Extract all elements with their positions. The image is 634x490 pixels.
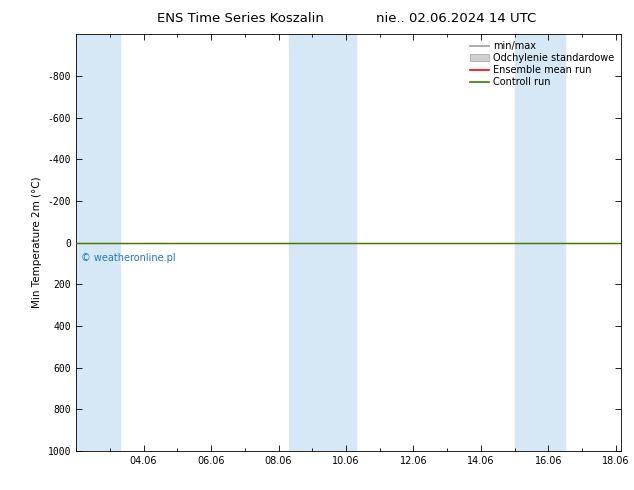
Y-axis label: Min Temperature 2m (°C): Min Temperature 2m (°C) (32, 177, 42, 308)
Bar (288, 34, 356, 451)
Text: © weatheronline.pl: © weatheronline.pl (81, 253, 176, 263)
Text: nie.. 02.06.2024 14 UTC: nie.. 02.06.2024 14 UTC (377, 12, 536, 25)
Bar (515, 34, 566, 451)
Text: ENS Time Series Koszalin: ENS Time Series Koszalin (157, 12, 325, 25)
Bar (76, 34, 120, 451)
Legend: min/max, Odchylenie standardowe, Ensemble mean run, Controll run: min/max, Odchylenie standardowe, Ensembl… (468, 39, 616, 89)
